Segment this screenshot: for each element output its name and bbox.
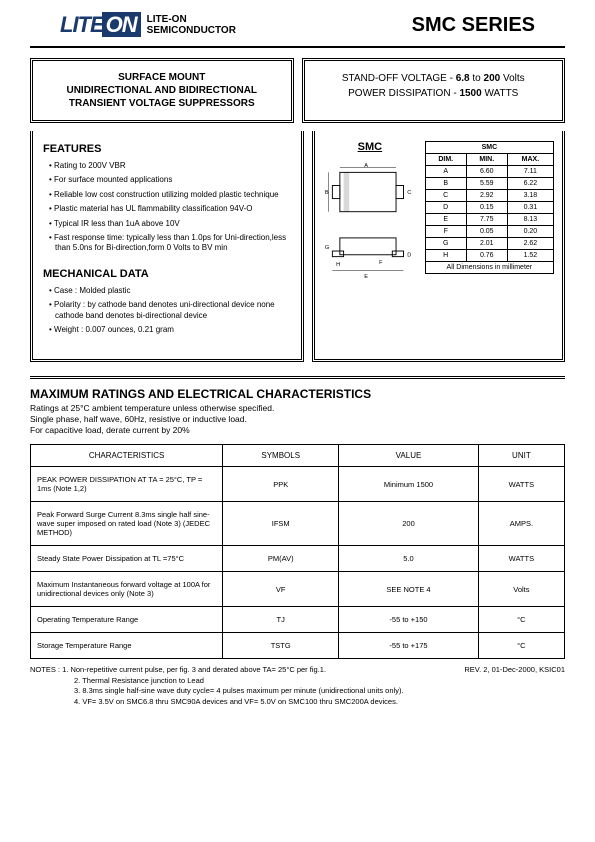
char-row: Steady State Power Dissipation at TL =75… — [31, 546, 565, 572]
dim-col: MIN. — [466, 154, 507, 166]
dim-title: SMC — [425, 142, 553, 154]
mech-item: Polarity : by cathode band denotes uni-d… — [47, 300, 291, 321]
notes-block: NOTES : 1. Non-repetitive current pulse,… — [30, 665, 565, 707]
ratings-section: MAXIMUM RATINGS AND ELECTRICAL CHARACTER… — [30, 376, 565, 707]
char-header: UNIT — [478, 445, 564, 467]
feature-item: Fast response time: typically less than … — [47, 233, 291, 254]
dim-col: MAX. — [507, 154, 553, 166]
content: SURFACE MOUNT UNIDIRECTIONAL AND BIDIREC… — [0, 48, 595, 717]
feature-item: Reliable low cost construction utilizing… — [47, 190, 291, 200]
svg-text:B: B — [325, 190, 329, 196]
features-heading: FEATURES — [43, 143, 291, 155]
package-diagrams: SMC A B C G H — [323, 141, 417, 296]
company-line1: LITE-ON — [147, 14, 236, 25]
title-line1: SURFACE MOUNT — [41, 71, 283, 84]
mechanical-heading: MECHANICAL DATA — [43, 268, 291, 280]
characteristics-table: CHARACTERISTICS SYMBOLS VALUE UNIT PEAK … — [30, 444, 565, 659]
feature-item: Plastic material has UL flammability cla… — [47, 204, 291, 214]
package-diagram-icon: A B C G H E F D — [323, 163, 417, 294]
svg-text:G: G — [325, 245, 329, 251]
char-row: Operating Temperature RangeTJ-55 to +150… — [31, 607, 565, 633]
smc-label: SMC — [323, 141, 417, 153]
char-header: SYMBOLS — [223, 445, 339, 467]
features-list: Rating to 200V VBR For surface mounted a… — [43, 161, 291, 254]
svg-text:A: A — [364, 163, 368, 169]
mid-row: FEATURES Rating to 200V VBR For surface … — [30, 131, 565, 362]
svg-text:E: E — [364, 274, 368, 280]
series-title: SMC SERIES — [412, 14, 535, 37]
svg-text:H: H — [336, 262, 340, 268]
title-line2: UNIDIRECTIONAL AND BIDIRECTIONAL — [41, 84, 283, 97]
char-header: CHARACTERISTICS — [31, 445, 223, 467]
top-row: SURFACE MOUNT UNIDIRECTIONAL AND BIDIREC… — [30, 58, 565, 123]
feature-item: Rating to 200V VBR — [47, 161, 291, 171]
mech-item: Weight : 0.007 ounces, 0.21 gram — [47, 325, 291, 335]
char-row: Storage Temperature RangeTSTG-55 to +175… — [31, 633, 565, 659]
mech-item: Case : Molded plastic — [47, 286, 291, 296]
svg-text:F: F — [379, 260, 383, 266]
svg-text:C: C — [407, 190, 411, 196]
product-title-box: SURFACE MOUNT UNIDIRECTIONAL AND BIDIREC… — [30, 58, 294, 123]
char-row: Maximum Instantaneous forward voltage at… — [31, 572, 565, 607]
logo-suffix: ON — [102, 12, 141, 37]
mechanical-list: Case : Molded plastic Polarity : by cath… — [43, 286, 291, 336]
dimension-table-wrap: SMC DIM. MIN. MAX. A6.607.11 B5.596.22 C… — [425, 141, 554, 274]
char-row: Peak Forward Surge Current 8.3ms single … — [31, 502, 565, 546]
dim-col: DIM. — [425, 154, 466, 166]
logo-group: LITEON LITE-ON SEMICONDUCTOR — [60, 12, 236, 38]
diagram-box: SMC A B C G H — [312, 131, 565, 362]
dimension-table: SMC DIM. MIN. MAX. A6.607.11 B5.596.22 C… — [425, 141, 554, 274]
company-name: LITE-ON SEMICONDUCTOR — [147, 14, 236, 36]
page-header: LITEON LITE-ON SEMICONDUCTOR SMC SERIES — [30, 0, 565, 48]
spec-box: STAND-OFF VOLTAGE - 6.8 to 200 Volts POW… — [302, 58, 566, 123]
spec-line1: STAND-OFF VOLTAGE - 6.8 to 200 Volts — [313, 71, 555, 86]
logo-mark: LITEON — [60, 12, 141, 38]
spec-line2: POWER DISSIPATION - 1500 WATTS — [313, 86, 555, 101]
title-line3: TRANSIENT VOLTAGE SUPPRESSORS — [41, 97, 283, 110]
logo-prefix: LITE — [60, 12, 104, 37]
svg-text:D: D — [407, 253, 411, 259]
features-box: FEATURES Rating to 200V VBR For surface … — [30, 131, 304, 362]
revision: REV. 2, 01-Dec-2000, KSIC01 — [464, 665, 565, 676]
dim-footer: All Dimensions in millimeter — [425, 262, 553, 274]
char-row: PEAK POWER DISSIPATION AT TA = 25°C, TP … — [31, 467, 565, 502]
ratings-heading: MAXIMUM RATINGS AND ELECTRICAL CHARACTER… — [30, 387, 565, 401]
notes-row1: NOTES : 1. Non-repetitive current pulse,… — [30, 665, 565, 676]
char-header: VALUE — [339, 445, 479, 467]
ratings-sub: Ratings at 25°C ambient temperature unle… — [30, 403, 565, 436]
feature-item: For surface mounted applications — [47, 175, 291, 185]
feature-item: Typical IR less than 1uA above 10V — [47, 219, 291, 229]
company-line2: SEMICONDUCTOR — [147, 25, 236, 36]
